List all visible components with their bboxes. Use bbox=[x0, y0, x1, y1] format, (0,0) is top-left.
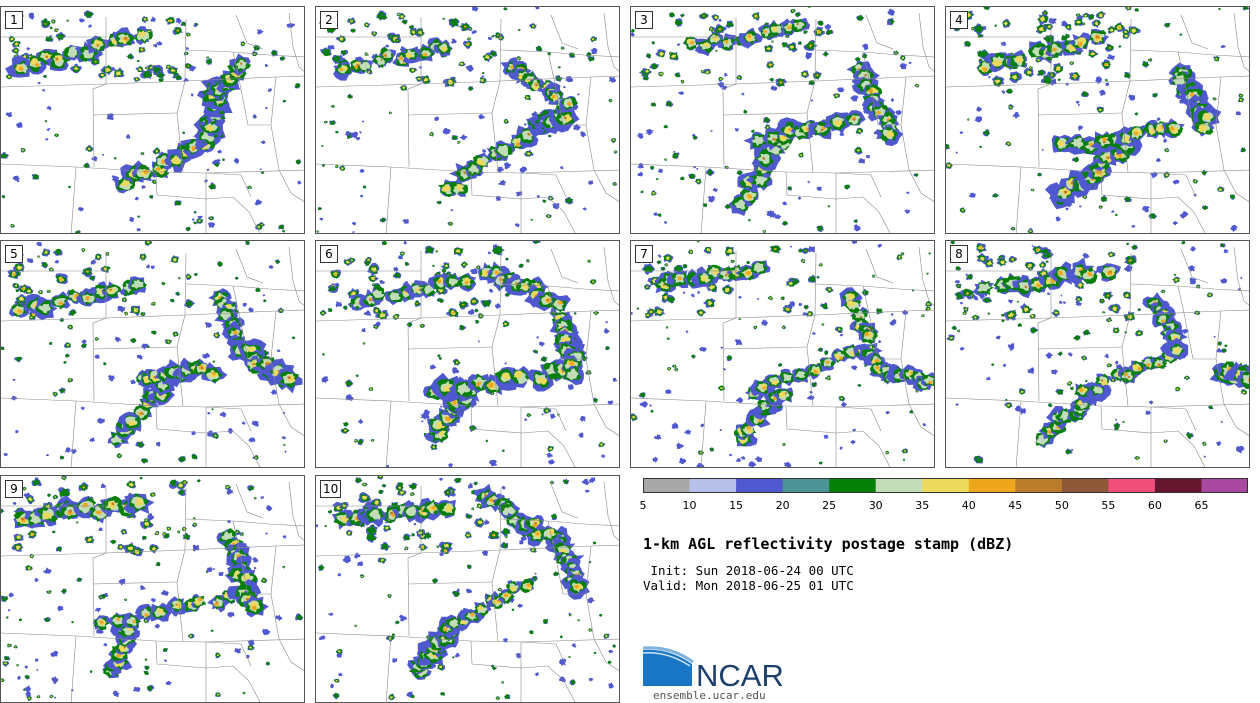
member-number-label: 2 bbox=[320, 11, 338, 29]
colorbar-swatch bbox=[829, 478, 877, 493]
colorbar-tick-label: 55 bbox=[1101, 499, 1116, 512]
member-number-label: 8 bbox=[950, 245, 968, 263]
reflectivity-echoes bbox=[631, 7, 920, 233]
colorbar-swatch bbox=[1108, 478, 1156, 493]
reflectivity-map bbox=[1, 241, 304, 467]
state-borders bbox=[1, 246, 304, 467]
member-number-label: 10 bbox=[320, 480, 342, 498]
colorbar-tick-label: 60 bbox=[1147, 499, 1162, 512]
ensemble-member-panel-6: 6 bbox=[315, 240, 620, 468]
member-number-label: 7 bbox=[635, 245, 653, 263]
ensemble-member-panel-2: 2 bbox=[315, 6, 620, 234]
ensemble-website-url: ensemble.ucar.edu bbox=[653, 689, 766, 702]
member-number-label: 6 bbox=[320, 245, 338, 263]
reflectivity-map bbox=[316, 241, 619, 467]
ensemble-member-panel-7: 7 bbox=[630, 240, 935, 468]
state-borders bbox=[316, 246, 619, 467]
colorbar-tick-label: 35 bbox=[915, 499, 930, 512]
ensemble-member-panel-1: 1 bbox=[0, 6, 305, 234]
reflectivity-echoes bbox=[319, 241, 618, 467]
member-number-label: 4 bbox=[950, 11, 968, 29]
ensemble-member-panel-8: 8 bbox=[945, 240, 1250, 468]
reflectivity-map bbox=[631, 7, 934, 233]
colorbar-tick-label: 50 bbox=[1054, 499, 1069, 512]
colorbar-tick-label: 65 bbox=[1194, 499, 1209, 512]
colorbar-tick-label: 15 bbox=[729, 499, 744, 512]
colorbar-swatch bbox=[643, 478, 691, 493]
colorbar-tick-label: 40 bbox=[961, 499, 976, 512]
reflectivity-echoes bbox=[631, 241, 934, 467]
colorbar-swatch bbox=[782, 478, 830, 493]
colorbar-swatch bbox=[922, 478, 970, 493]
state-borders bbox=[631, 246, 934, 467]
member-number-label: 3 bbox=[635, 11, 653, 29]
state-borders bbox=[1, 481, 304, 702]
colorbar-tick-label: 20 bbox=[775, 499, 790, 512]
reflectivity-echoes bbox=[316, 476, 617, 701]
colorbar-tick-label: 5 bbox=[639, 499, 647, 512]
ensemble-member-panel-9: 9 bbox=[0, 475, 305, 703]
figure-title: 1-km AGL reflectivity postage stamp (dBZ… bbox=[643, 535, 1014, 553]
colorbar-swatch bbox=[875, 478, 923, 493]
member-number-label: 1 bbox=[5, 11, 23, 29]
colorbar-tick-label: 45 bbox=[1008, 499, 1023, 512]
colorbar-swatch bbox=[1061, 478, 1109, 493]
colorbar-swatch bbox=[968, 478, 1016, 493]
colorbar-tick-label: 25 bbox=[822, 499, 837, 512]
ensemble-member-panel-3: 3 bbox=[630, 6, 935, 234]
colorbar-tick-label: 30 bbox=[868, 499, 883, 512]
colorbar-swatch bbox=[1015, 478, 1063, 493]
reflectivity-map bbox=[631, 241, 934, 467]
state-borders bbox=[316, 481, 619, 702]
colorbar-swatch bbox=[1201, 478, 1248, 493]
reflectivity-echoes bbox=[1, 241, 303, 464]
ensemble-member-panel-10: 10 bbox=[315, 475, 620, 703]
reflectivity-map bbox=[1, 10, 304, 233]
reflectivity-echoes bbox=[1, 476, 304, 702]
colorbar-swatch bbox=[1154, 478, 1202, 493]
member-number-label: 9 bbox=[5, 480, 23, 498]
colorbar-frame bbox=[643, 478, 1248, 493]
reflectivity-echoes bbox=[316, 7, 618, 233]
ncar-logo-text: NCAR bbox=[696, 658, 784, 688]
colorbar-swatch bbox=[689, 478, 737, 493]
ncar-logo: NCAR bbox=[643, 646, 784, 688]
ensemble-member-panel-4: 4 bbox=[945, 6, 1250, 234]
reflectivity-echoes bbox=[946, 7, 1249, 233]
reflectivity-map bbox=[946, 7, 1249, 233]
reflectivity-map bbox=[316, 476, 619, 702]
reflectivity-map bbox=[316, 7, 619, 233]
reflectivity-map bbox=[1, 476, 304, 702]
colorbar-tick-label: 10 bbox=[682, 499, 697, 512]
ensemble-member-panel-5: 5 bbox=[0, 240, 305, 468]
reflectivity-echoes bbox=[1, 10, 302, 233]
valid-time: Valid: Mon 2018-06-25 01 UTC bbox=[643, 578, 854, 593]
member-number-label: 5 bbox=[5, 245, 23, 263]
colorbar-tick-labels: 5 10 15 20 25 30 35 40 45 50 55 60 65 bbox=[639, 499, 1248, 513]
init-time: Init: Sun 2018-06-24 00 UTC bbox=[643, 563, 854, 578]
colorbar-swatch bbox=[736, 478, 784, 493]
reflectivity-map bbox=[946, 241, 1249, 467]
state-borders bbox=[1, 12, 304, 233]
state-borders bbox=[631, 12, 934, 233]
reflectivity-echoes bbox=[946, 241, 1249, 464]
reflectivity-colorbar bbox=[643, 478, 1248, 493]
state-borders bbox=[946, 246, 1249, 467]
state-borders bbox=[316, 12, 619, 233]
state-borders bbox=[946, 12, 1249, 233]
